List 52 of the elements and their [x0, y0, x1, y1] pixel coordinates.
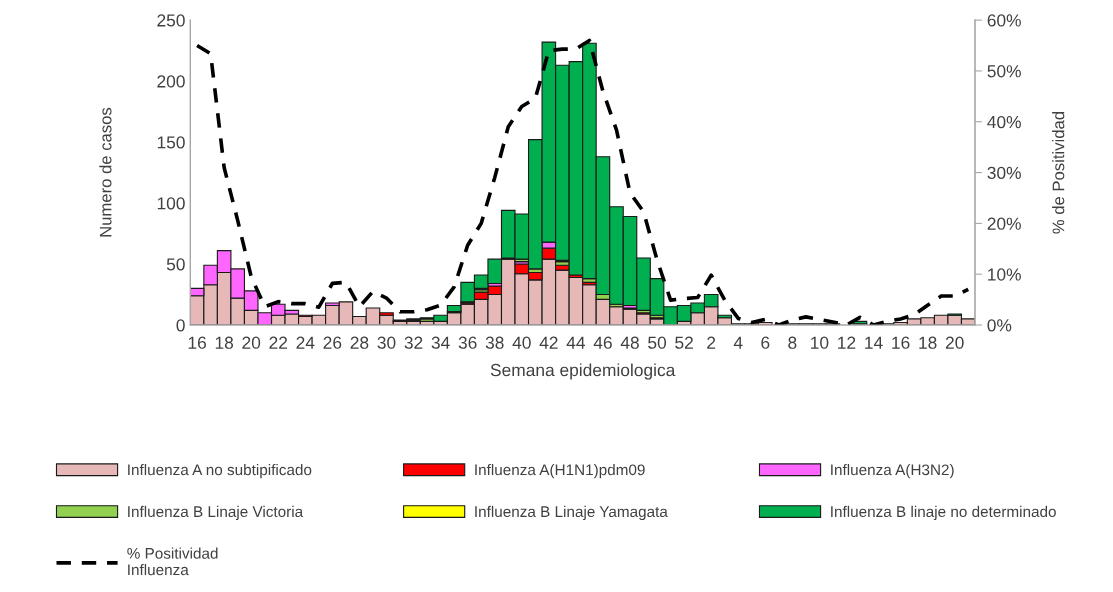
y2-tick-label: 40% [987, 115, 1021, 129]
x-tick-label: 32 [404, 336, 423, 349]
legend-label: Influenza A no subtipificado [128, 463, 312, 479]
y-tick-label: 50 [166, 258, 185, 271]
x-tick-label: 28 [350, 336, 369, 349]
x-tick-label: 6 [761, 336, 770, 349]
y2-axis-title: % de Positividad [1052, 112, 1065, 234]
y2-tick-label: 30% [987, 166, 1021, 180]
y-tick-label: 150 [157, 136, 185, 149]
x-tick-label: 22 [269, 336, 288, 349]
x-tick-label: 46 [593, 336, 612, 349]
x-tick-label: 38 [485, 336, 504, 349]
x-tick-label: 50 [648, 336, 667, 349]
x-tick-label: 52 [675, 336, 693, 349]
y2-tick-label: 50% [987, 65, 1021, 78]
x-tick-label: 48 [620, 336, 639, 349]
y2-tick-label: 60% [987, 14, 1021, 27]
legend-label: Influenza A(H3N2) [831, 463, 954, 479]
x-tick-label: 8 [788, 336, 797, 349]
x-tick-label: 14 [865, 336, 883, 349]
y2-tick-label: 20% [987, 217, 1021, 230]
x-tick-label: 18 [919, 336, 937, 349]
y-tick-label: 250 [157, 14, 185, 27]
x-tick-label: 40 [512, 336, 531, 349]
x-tick-label: 12 [838, 336, 856, 349]
x-tick-label: 16 [188, 336, 206, 349]
y-axis-title: Numero de casos [99, 107, 112, 237]
y-tick-label: 0 [176, 319, 185, 332]
legend-label: % Positividad Influenza [127, 547, 218, 576]
x-tick-label: 16 [892, 336, 910, 349]
x-tick-label: 26 [323, 336, 342, 349]
legend-label: Influenza B Linaje Yamagata [475, 505, 668, 521]
legend-label: Influenza B linaje no determinado [831, 505, 1056, 521]
x-tick-label: 20 [945, 336, 964, 349]
x-tick-label: 30 [377, 336, 396, 349]
x-tick-label: 24 [296, 336, 315, 349]
y-tick-label: 100 [157, 197, 185, 210]
y2-tick-label: 0% [987, 319, 1012, 332]
x-tick-label: 4 [733, 336, 743, 349]
x-tick-label: 42 [539, 336, 558, 349]
x-tick-label: 18 [215, 336, 234, 349]
y-tick-label: 200 [157, 75, 185, 88]
x-tick-label: 10 [811, 336, 829, 349]
x-tick-label: 36 [458, 336, 477, 349]
y2-tick-label: 10% [988, 268, 1021, 281]
legend-label: Influenza B Linaje Victoria [128, 505, 304, 521]
x-tick-label: 34 [431, 336, 450, 349]
x-tick-label: 20 [242, 336, 261, 349]
x-tick-label: 2 [707, 336, 716, 349]
legend-label: Influenza A(H1N1)pdm09 [475, 463, 645, 479]
x-axis-title: Semana epidemiologica [490, 363, 676, 380]
x-tick-label: 44 [566, 336, 586, 349]
